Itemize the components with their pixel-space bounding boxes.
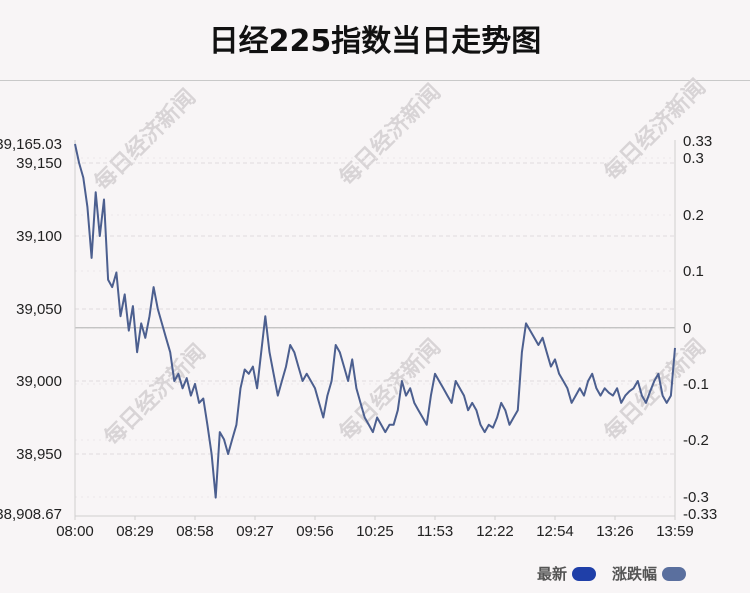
y-tick-label-right: -0.1	[683, 376, 709, 393]
y-axis-left-ticks: 39,165.03 39,150 39,100 39,050 39,000 38,950 3…	[0, 136, 62, 523]
y-tick-label-left: 38,908.67	[0, 506, 62, 523]
y-tick-label-right: -0.33	[683, 506, 717, 523]
y-tick-label-right: 0.33	[683, 133, 712, 150]
gridlines	[75, 157, 675, 498]
x-tick-label: 12:22	[476, 523, 514, 540]
watermark-text: 每日经济新闻	[334, 334, 446, 446]
title-divider	[0, 80, 750, 81]
y-tick-label-right: 0.2	[683, 207, 704, 224]
y-tick-label-left: 39,050	[16, 301, 62, 318]
y-tick-label-right: 0.1	[683, 263, 704, 280]
legend-swatch-change	[662, 566, 686, 581]
y-tick-label-right: 0.3	[683, 150, 704, 167]
watermark-text: 每日经济新闻	[99, 339, 211, 451]
y-tick-label-left: 39,000	[16, 373, 62, 390]
y-tick-label-right: -0.2	[683, 432, 709, 449]
x-tick-label: 09:56	[296, 523, 334, 540]
y-tick-label-right: -0.3	[683, 489, 709, 506]
x-tick-label: 08:00	[56, 523, 94, 540]
legend-swatch-latest	[571, 566, 596, 581]
x-tick-label: 13:59	[656, 523, 694, 540]
x-tick-label: 08:29	[116, 523, 154, 540]
x-tick-label: 13:26	[596, 523, 634, 540]
legend-item-change[interactable]: 涨跌幅	[612, 563, 686, 584]
chart-title: 日经225指数当日走势图	[208, 24, 542, 59]
x-tick-label: 10:25	[356, 523, 394, 540]
y-tick-label-left: 39,100	[16, 228, 62, 245]
x-tick-label: 11:53	[417, 523, 453, 540]
x-tick-label: 12:54	[536, 523, 574, 540]
legend-label-change: 涨跌幅	[611, 565, 657, 583]
watermark-text: 每日经济新闻	[334, 79, 446, 191]
series-line	[74, 143, 676, 499]
y-axis-right-ticks: 0.330.3 0.2 0.1 0 -0.1 -0.2 -0.3-0.33	[683, 133, 717, 523]
legend: 最新 涨跌幅	[527, 563, 686, 584]
y-tick-label-left: 39,165.03	[0, 136, 62, 153]
x-axis-ticks: 08:00 08:29 08:58 09:27 09:56 10:25 11:53 12:22…	[56, 516, 694, 540]
y-tick-label-left: 39,150	[16, 155, 62, 172]
series-layer	[74, 143, 676, 499]
watermark-text: 每日经济新闻	[89, 84, 201, 196]
y-tick-label-right: 0	[683, 320, 691, 337]
y-tick-label-left: 38,950	[16, 446, 62, 463]
x-tick-label: 09:27	[236, 523, 274, 540]
legend-item-latest[interactable]: 最新	[537, 563, 596, 584]
legend-label-latest: 最新	[536, 565, 567, 583]
x-tick-label: 08:58	[176, 523, 214, 540]
watermark-text: 每日经济新闻	[599, 74, 711, 186]
